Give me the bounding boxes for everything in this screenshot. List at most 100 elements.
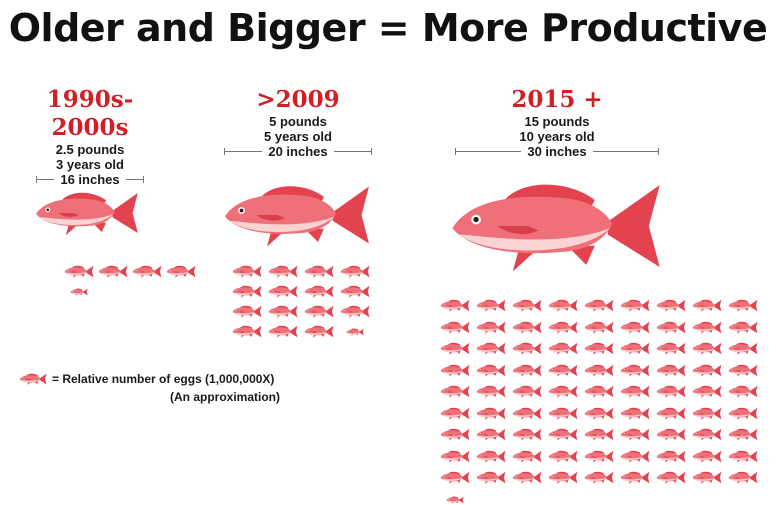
small-fish-icon [440,320,470,335]
small-fish-icon [728,341,758,356]
small-fish-icon [584,384,614,399]
small-fish-icon [584,470,614,485]
small-fish-icon [656,384,686,399]
small-fish-icon [728,363,758,378]
small-fish-icon [620,298,650,313]
small-fish-icon [232,264,262,279]
small-fish-icon [476,320,506,335]
small-fish-icon [728,320,758,335]
small-fish-icon [512,341,542,356]
small-fish-icon [512,384,542,399]
small-fish-icon [440,384,470,399]
small-fish-icon [476,341,506,356]
small-fish-icon [476,363,506,378]
small-fish-icon [268,284,298,299]
small-fish-icon [692,427,722,442]
era-1990s: 1990s-2000s 2.5 pounds 3 years old 16 in… [10,86,170,187]
era-weight: 5 pounds [269,114,327,129]
small-fish-icon [304,324,334,339]
small-fish-icon [548,298,578,313]
legend-text: = Relative number of eggs (1,000,000X) [52,372,275,386]
small-fish-icon [620,470,650,485]
small-fish-icon [548,406,578,421]
small-fish-icon [620,341,650,356]
small-fish-icon [656,449,686,464]
small-fish-icon [548,470,578,485]
small-fish-icon [476,298,506,313]
era-age: 5 years old [264,129,332,144]
era-weight: 2.5 pounds [55,142,125,157]
era-length-indicator: 20 inches [218,144,378,159]
small-fish-icon [440,427,470,442]
page-title: Older and Bigger = More Productive [8,6,768,50]
small-fish-icon [584,341,614,356]
small-fish-icon [440,298,470,313]
small-fish-icon [476,427,506,442]
small-fish-icon [584,427,614,442]
small-fish-icon [304,304,334,319]
small-fish-icon [476,470,506,485]
era-2009: >2009 5 pounds 5 years old 20 inches [218,86,378,159]
small-fish-icon [656,341,686,356]
small-fish-icon [692,298,722,313]
small-fish-icon [692,384,722,399]
small-fish-icon [268,304,298,319]
small-fish-icon [512,470,542,485]
era-weight: 15 pounds [524,114,590,129]
small-fish-icon [548,384,578,399]
era-age: 10 years old [519,129,595,144]
small-fish-icon [548,363,578,378]
era-heading: 1990s-2000s [46,86,134,141]
era-length: 16 inches [60,172,120,187]
red-snapper-icon [448,172,664,280]
small-fish-icon [440,449,470,464]
small-fish-icon [340,284,370,299]
small-fish-icon [620,406,650,421]
small-fish-icon [232,304,262,319]
era-length: 20 inches [268,144,328,159]
small-fish-icon [692,363,722,378]
small-fish-icon [584,320,614,335]
small-fish-icon [18,372,48,386]
small-fish-icon [166,264,196,279]
small-fish-icon [70,287,88,297]
era-heading: 2015 + [511,86,603,113]
small-fish-icon [64,264,94,279]
small-fish-icon [548,320,578,335]
small-fish-icon [692,449,722,464]
small-fish-icon [512,427,542,442]
small-fish-icon [476,449,506,464]
small-fish-icon [620,363,650,378]
small-fish-icon [268,264,298,279]
small-fish-icon [512,298,542,313]
small-fish-icon [656,427,686,442]
small-fish-icon [728,470,758,485]
small-fish-icon [232,284,262,299]
small-fish-icon [304,264,334,279]
small-fish-icon [656,320,686,335]
era-2015: 2015 + 15 pounds 10 years old 30 inches [450,86,664,159]
small-fish-icon [476,406,506,421]
small-fish-icon [440,406,470,421]
small-fish-icon [340,304,370,319]
small-fish-icon [304,284,334,299]
small-fish-icon [548,427,578,442]
era-length: 30 inches [527,144,587,159]
small-fish-icon [728,298,758,313]
small-fish-icon [728,406,758,421]
small-fish-icon [692,320,722,335]
small-fish-icon [728,449,758,464]
red-snapper-icon [222,176,372,254]
small-fish-icon [656,363,686,378]
small-fish-icon [692,406,722,421]
small-fish-icon [512,320,542,335]
small-fish-icon [512,449,542,464]
small-fish-icon [132,264,162,279]
small-fish-icon [584,363,614,378]
era-length-indicator: 30 inches [450,144,664,159]
small-fish-icon [440,341,470,356]
small-fish-icon [728,384,758,399]
red-snapper-icon [34,184,140,242]
small-fish-icon [656,470,686,485]
small-fish-icon [620,449,650,464]
